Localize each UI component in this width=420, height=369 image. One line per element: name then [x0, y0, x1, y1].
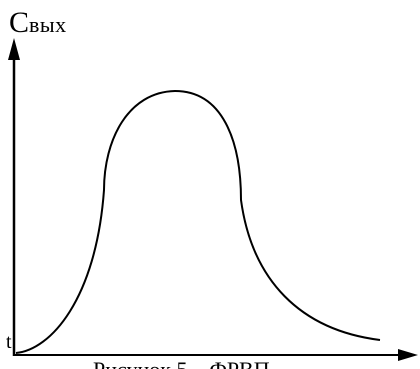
figure-caption: Рисунок 5 – ФРВП [93, 359, 270, 369]
response-curve [15, 89, 381, 354]
y-axis-label-main: C [9, 6, 30, 39]
x-axis-arrow [398, 349, 418, 361]
time-axis-label: t [6, 331, 12, 353]
y-axis-label: Cвых [9, 8, 67, 38]
y-axis-label-subscript: вых [29, 12, 67, 37]
y-axis-arrow [8, 38, 20, 60]
